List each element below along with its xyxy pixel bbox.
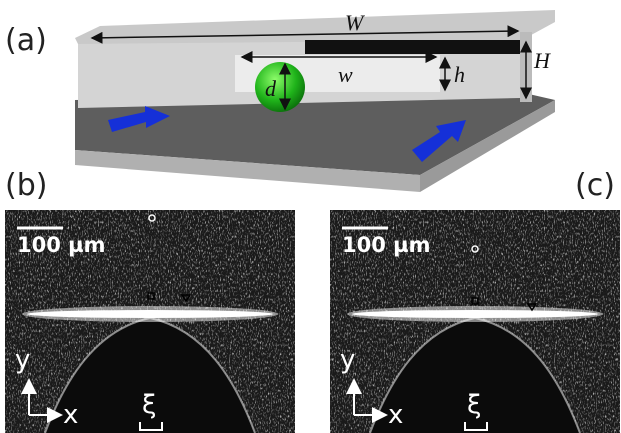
axis-label-y: y [15, 345, 30, 375]
axis-label-x: x [63, 400, 78, 430]
figure: (a) W w h H d (b) 100 µm y x ξ (c) 100 µm y x ξ [0, 0, 621, 433]
dimension-label: w [338, 62, 353, 87]
dimension-label: d [265, 76, 277, 101]
scale-bar-label: 100 µm [17, 233, 105, 257]
panel-label: (c) [575, 168, 615, 203]
scale-bar-label: 100 µm [342, 233, 430, 257]
axis-label-x: x [388, 400, 403, 430]
dimension-label: H [533, 48, 551, 73]
flow-image: 100 µm y x ξ [330, 210, 620, 433]
gap-label: ξ [142, 390, 157, 420]
obstacle [27, 310, 273, 318]
gap-label: ξ [467, 390, 482, 420]
device-render [75, 10, 555, 192]
dimension-label: h [454, 62, 465, 87]
panel-label: (a) [5, 23, 47, 58]
flow-image: 100 µm y x ξ [5, 210, 295, 433]
axis-label-y: y [340, 345, 355, 375]
dimension-label: W [345, 10, 365, 35]
panel-label: (b) [5, 168, 47, 203]
obstacle [352, 310, 598, 318]
